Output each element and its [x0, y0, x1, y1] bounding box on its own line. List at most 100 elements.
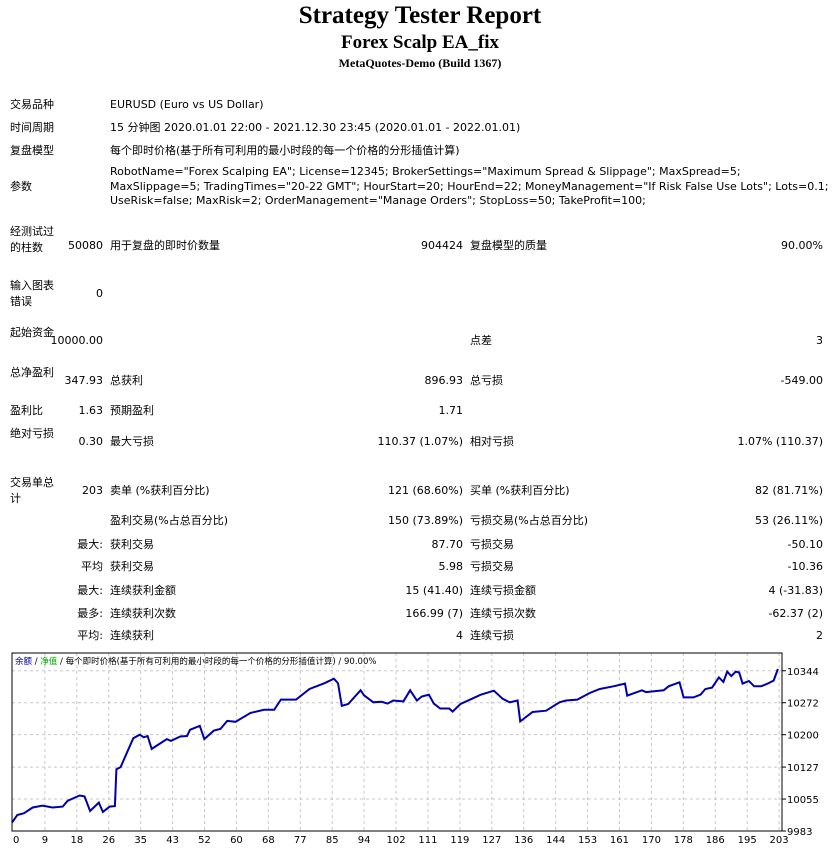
stat-value: 50080 — [68, 239, 103, 252]
model-label: 复盘模型 — [10, 144, 54, 157]
stat-label-3: 连续亏损次数 — [470, 607, 536, 620]
stat-value-3: 4 (-31.83) — [768, 584, 823, 597]
stat-value: 347.93 — [64, 374, 104, 387]
stat-value-3: -62.37 (2) — [768, 607, 823, 620]
stat-value-3: -549.00 — [780, 374, 823, 387]
y-tick-label: 10127 — [787, 763, 819, 774]
stat-value-2: 896.93 — [424, 374, 464, 387]
stat-label: 输入图表错误 — [10, 279, 54, 308]
x-tick-label: 153 — [578, 835, 597, 846]
stat-value: 1.63 — [78, 404, 104, 417]
period-value: 15 分钟图 2020.01.01 22:00 - 2021.12.30 23:… — [110, 121, 521, 134]
stat-value-2: 1.71 — [438, 404, 464, 417]
stat-label-2: 盈利交易(%占总百分比) — [110, 514, 229, 527]
y-tick-label: 10344 — [787, 667, 819, 678]
stat-label-2: 连续获利金额 — [110, 584, 176, 597]
x-tick-label: 68 — [262, 835, 275, 846]
stat-value: 最多: — [77, 607, 103, 620]
plot-border — [11, 652, 783, 832]
legend-model: 每个即时价格(基于所有可利用的最小时段的每一个价格的分形插值计算) — [66, 656, 336, 667]
legend-quality: 90.00% — [344, 657, 376, 667]
legend-separator: / — [336, 657, 344, 667]
legend-separator: / — [57, 657, 65, 667]
stat-label-3: 连续亏损 — [470, 629, 514, 642]
stat-value-2: 4 — [456, 629, 463, 642]
stat-label: 交易单总计 — [10, 476, 54, 505]
x-tick-label: 119 — [450, 835, 469, 846]
server-build: MetaQuotes-Demo (Build 1367) — [338, 56, 502, 70]
period-label: 时间周期 — [10, 121, 54, 134]
x-tick-label: 60 — [230, 835, 243, 846]
legend-balance: 余额 — [15, 656, 33, 667]
stat-value-3: -10.36 — [787, 560, 823, 573]
stat-label-2: 总获利 — [110, 374, 143, 387]
model-value: 每个即时价格(基于所有可利用的最小时段的每一个价格的分形插值计算) — [110, 144, 460, 157]
stat-label-2: 最大亏损 — [110, 435, 154, 448]
stat-label-2: 获利交易 — [110, 560, 154, 573]
x-tick-label: 85 — [326, 835, 339, 846]
stat-value: 最大: — [77, 538, 103, 551]
y-tick-label: 10272 — [787, 699, 819, 710]
symbol-value: EURUSD (Euro vs US Dollar) — [110, 98, 264, 111]
x-tick-label: 111 — [418, 835, 437, 846]
x-tick-label: 18 — [70, 835, 83, 846]
stat-label-3: 总亏损 — [470, 374, 503, 387]
report-title: Strategy Tester Report — [298, 2, 542, 29]
x-tick-label: 102 — [386, 835, 405, 846]
x-tick-label: 161 — [610, 835, 629, 846]
x-tick-label: 203 — [770, 835, 789, 846]
x-tick-label: 127 — [482, 835, 501, 846]
stat-value-3: 53 (26.11%) — [754, 514, 823, 527]
parameters-value: RobotName="Forex Scalping EA"; License=1… — [110, 165, 829, 207]
stat-label: 起始资金 — [10, 326, 54, 339]
plot-area — [12, 653, 782, 831]
stat-value-3: 90.00% — [781, 239, 823, 252]
y-tick-label: 9983 — [787, 827, 812, 838]
stat-label-2: 获利交易 — [110, 538, 154, 551]
ea-name: Forex Scalp EA_fix — [341, 32, 499, 53]
stat-value: 最大: — [77, 584, 103, 597]
x-tick-label: 43 — [166, 835, 179, 846]
stat-label-3: 点差 — [470, 334, 492, 347]
stat-value-3: 82 (81.71%) — [754, 484, 823, 497]
stat-value-3: 3 — [816, 334, 823, 347]
x-tick-label: 94 — [358, 835, 371, 846]
stat-value-2: 150 (73.89%) — [387, 514, 463, 527]
stat-label-3: 复盘模型的质量 — [470, 239, 547, 252]
stat-label-3: 亏损交易(%占总百分比) — [470, 514, 589, 527]
balance-line — [11, 668, 779, 824]
legend-separator: / — [32, 657, 40, 667]
stat-value-2: 904424 — [421, 239, 463, 252]
stat-value: 10000.00 — [50, 334, 104, 347]
stat-label-2: 用于复盘的即时价数量 — [110, 239, 220, 252]
stat-label-3: 相对亏损 — [470, 435, 514, 448]
stat-label-3: 连续亏损金额 — [470, 584, 536, 597]
stat-value: 平均 — [81, 560, 103, 573]
stat-label: 总净盈利 — [10, 366, 54, 379]
stat-value-2: 166.99 (7) — [405, 607, 463, 620]
x-tick-label: 136 — [514, 835, 533, 846]
stat-value-2: 15 (41.40) — [405, 584, 463, 597]
stat-value-2: 5.98 — [438, 560, 464, 573]
stat-value: 平均: — [77, 629, 103, 642]
x-tick-label: 9 — [42, 835, 48, 846]
stat-value-2: 121 (68.60%) — [387, 484, 463, 497]
x-tick-label: 26 — [102, 835, 115, 846]
stat-value-3: 1.07% (110.37) — [737, 435, 823, 448]
stat-value-3: 2 — [816, 629, 823, 642]
stat-label: 经测试过的柱数 — [10, 225, 54, 254]
stat-value: 0 — [96, 287, 103, 300]
x-tick-label: 35 — [134, 835, 147, 846]
x-tick-label: 144 — [546, 835, 565, 846]
stat-value-2: 87.70 — [431, 538, 464, 551]
x-tick-label: 186 — [706, 835, 725, 846]
stat-value: 203 — [82, 484, 103, 497]
stat-label-3: 买单 (%获利百分比) — [470, 484, 570, 497]
symbol-label: 交易品种 — [10, 98, 54, 111]
stat-label-2: 卖单 (%获利百分比) — [110, 484, 210, 497]
stat-label-3: 亏损交易 — [470, 538, 514, 551]
x-tick-label: 77 — [294, 835, 307, 846]
x-tick-label: 178 — [674, 835, 693, 846]
x-tick-label: 170 — [642, 835, 661, 846]
